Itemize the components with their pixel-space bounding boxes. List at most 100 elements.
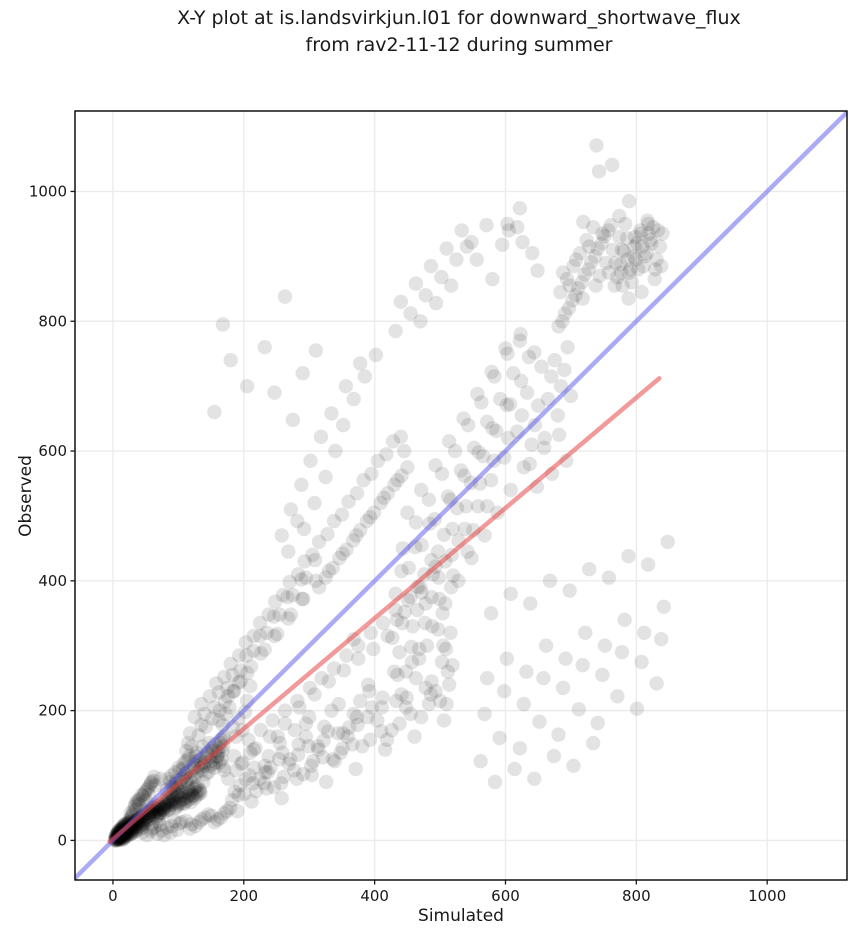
scatter-point	[237, 786, 252, 801]
scatter-point	[464, 234, 479, 250]
scatter-point	[403, 706, 418, 722]
scatter-point	[464, 550, 479, 566]
scatter-point	[410, 602, 425, 618]
scatter-point	[375, 690, 390, 705]
scatter-point	[302, 680, 318, 696]
scatter-point	[595, 226, 610, 241]
scatter-point	[257, 758, 272, 773]
scatter-point	[612, 208, 627, 224]
scatter-point	[440, 489, 456, 504]
scatter-point	[387, 477, 402, 492]
scatter-point	[445, 568, 461, 583]
scatter-point	[362, 510, 378, 525]
scatter-point	[466, 440, 482, 455]
scatter-point	[225, 667, 240, 683]
scatter-point	[586, 735, 601, 751]
scatter-point	[226, 748, 242, 764]
scatter-point	[226, 684, 242, 699]
scatter-point	[187, 791, 202, 806]
scatter-point	[380, 486, 395, 501]
scatter-point	[177, 795, 193, 810]
scatter-point	[652, 239, 668, 254]
scatter-point	[642, 232, 658, 248]
scatter-point	[489, 423, 504, 439]
scatter-point	[503, 586, 518, 601]
scatter-point	[397, 604, 412, 620]
scatter-point	[516, 460, 531, 475]
scatter-point	[239, 665, 255, 681]
scatter-point	[193, 785, 208, 801]
scatter-point	[124, 826, 140, 841]
scatter-point	[324, 703, 339, 718]
scatter-point	[408, 276, 424, 291]
scatter-point	[590, 715, 605, 731]
scatter-point	[414, 537, 429, 553]
scatter-point	[281, 544, 296, 559]
scatter-point	[555, 265, 571, 280]
scatter-point	[308, 343, 323, 358]
scatter-point	[228, 763, 244, 778]
scatter-point	[326, 661, 342, 676]
x-tick-label: 800	[622, 887, 651, 905]
scatter-point	[307, 552, 323, 568]
scatter-point	[128, 824, 143, 839]
scatter-point	[194, 717, 209, 733]
scatter-point	[626, 249, 641, 264]
scatter-point	[219, 804, 234, 819]
scatter-point	[641, 226, 656, 241]
scatter-point	[348, 761, 363, 777]
scatter-point	[290, 693, 305, 709]
scatter-point	[253, 646, 268, 661]
scatter-point	[577, 267, 592, 282]
scatter-point	[257, 340, 272, 355]
scatter-point	[277, 289, 293, 304]
scatter-point	[654, 258, 669, 274]
scatter-point	[550, 408, 565, 423]
scatter-point	[399, 690, 414, 705]
scatter-point	[184, 817, 199, 832]
scatter-point	[405, 619, 420, 634]
grid-layer	[75, 111, 847, 880]
scatter-point	[513, 327, 528, 342]
scatter-point	[127, 799, 142, 814]
scatter-point	[179, 813, 194, 829]
scatter-point	[500, 216, 515, 232]
scatter-point	[197, 810, 212, 825]
scatter-point	[470, 499, 486, 514]
scatter-point	[180, 783, 195, 798]
scatter-point	[457, 521, 473, 537]
scatter-point	[432, 693, 448, 709]
chart-title-line2: from rav2-11-12 during summer	[306, 34, 613, 56]
scatter-point	[575, 658, 590, 673]
scatter-point	[266, 780, 282, 795]
scatter-point	[233, 674, 248, 689]
scatter-point	[220, 689, 236, 704]
scatter-point	[257, 642, 272, 657]
scatter-point	[404, 654, 420, 670]
scatter-point	[444, 278, 459, 293]
scatter-point	[336, 417, 351, 433]
scatter-point	[584, 255, 599, 270]
scatter-point	[239, 648, 254, 663]
scatter-point	[660, 534, 675, 550]
scatter-point	[359, 513, 374, 529]
scatter-point	[423, 258, 439, 274]
scatter-point	[252, 615, 268, 631]
scatter-point	[197, 706, 212, 722]
scatter-point	[390, 473, 405, 488]
scatter-point	[357, 369, 372, 384]
scatter-point	[325, 752, 340, 767]
scatter-point	[144, 774, 159, 790]
scatter-point	[351, 651, 366, 666]
scatter-point	[454, 223, 469, 238]
scatter-point	[207, 815, 222, 830]
scatter-point	[390, 667, 405, 683]
scatter-point	[145, 817, 160, 832]
scatter-point	[575, 291, 590, 306]
scatter-point	[283, 607, 299, 622]
scatter-point	[597, 229, 612, 244]
scatter-point	[238, 635, 253, 650]
scatter-point	[160, 820, 175, 835]
scatter-point	[627, 239, 642, 254]
scatter-point	[502, 397, 518, 412]
